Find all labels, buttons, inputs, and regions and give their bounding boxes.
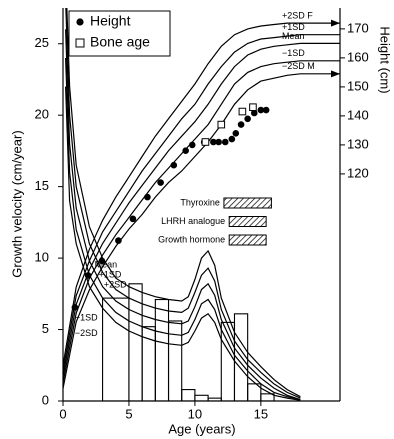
y2-tick-label: 160 [347,49,369,64]
velocity-bar [247,383,262,401]
velocity-curve-label: +1SD [99,270,122,280]
height-point [257,106,265,114]
treatment-label: LHRH analogue [161,216,225,226]
height-curve-label: −1SD [282,48,305,58]
treatment-label: Growth hormone [158,234,225,244]
bone-age-point [249,103,257,111]
velocity-curve-label: −2SD [75,328,98,338]
y-tick-label: 25 [35,35,49,50]
height-curve [63,34,340,372]
height-point [262,106,270,114]
arrow-head [331,70,340,78]
x-tick-label: 10 [188,406,202,421]
velocity-bar [194,394,209,401]
y-tick-label: 5 [42,321,49,336]
legend-marker [76,18,84,26]
y-tick-label: 15 [35,178,49,193]
height-point [221,138,229,146]
velocity-bar [102,297,130,401]
legend-label: Bone age [90,34,150,50]
height-curve-label: Mean [282,31,305,41]
treatment-label: Thyroxine [180,197,220,207]
height-point [215,138,222,146]
y2-tick-label: 140 [347,107,369,122]
height-point [210,138,217,146]
velocity-bar [167,320,183,401]
bone-age-point [201,138,210,146]
velocity-bar [207,397,222,401]
x-tick-label: 5 [125,406,132,421]
velocity-curve-label: Mean [95,260,118,270]
height-curve-label: −2SD M [282,61,315,71]
legend-box [68,10,171,57]
height-point [232,129,240,137]
height-point [129,215,137,223]
y2-tick-label: 170 [347,20,369,35]
height-point [84,272,92,279]
y-tick-label: 0 [42,392,49,407]
height-curve [63,22,340,366]
velocity-bar [233,313,249,401]
velocity-curve [65,29,301,401]
height-point [182,147,189,154]
height-point [170,161,178,169]
y2-axis-label: Height (cm) [378,26,393,93]
y-axis-label: Growth velocity (cm/year) [9,130,24,277]
y2-tick-label: 120 [347,165,369,180]
plot-area [63,8,340,401]
height-curve [63,73,340,389]
velocity-curve [65,8,301,399]
legend-marker [75,38,85,48]
y-tick-label: 20 [35,107,49,122]
treatment-bar [228,234,267,246]
height-curve-label: +1SD [282,22,305,32]
height-point [228,135,236,143]
x-axis-label: Age (years) [168,421,235,436]
velocity-bar [181,389,196,401]
velocity-curve [66,8,301,398]
y2-tick-label: 130 [347,136,369,151]
arrow-head [331,19,340,27]
height-point [157,179,164,186]
treatment-bar [228,216,267,227]
bone-age-point [238,107,247,116]
treatment-bar [223,197,272,209]
height-curve [63,60,340,383]
height-point [98,257,106,265]
height-point [71,304,79,311]
y-tick-label: 10 [35,250,49,265]
velocity-bar [260,393,275,401]
height-curve [63,42,340,378]
height-point [144,193,151,201]
height-point [237,121,245,128]
velocity-bar [154,298,170,401]
legend-label: Height [90,13,131,29]
velocity-curve [65,86,301,401]
height-point [188,141,196,149]
velocity-curve-label: −1SD [75,312,98,322]
x-tick-label: 0 [59,406,66,421]
height-point [250,109,258,117]
velocity-curve-label: +2SD [104,280,127,290]
height-point [115,237,122,244]
x-tick-label: 15 [254,406,268,421]
y2-tick-label: 150 [347,78,369,93]
bone-age-point [217,120,226,129]
velocity-curve [65,57,301,401]
height-curve-label: +2SD F [282,10,313,20]
height-point [244,115,251,123]
